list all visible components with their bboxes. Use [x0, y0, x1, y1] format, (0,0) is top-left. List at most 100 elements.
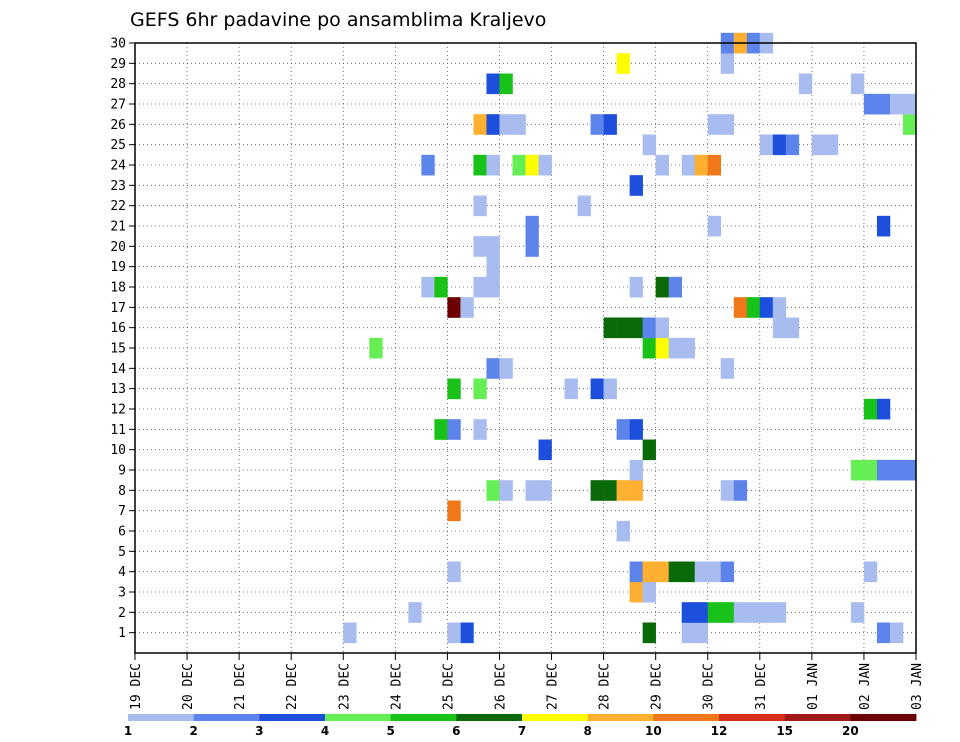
precip-cell — [759, 602, 774, 623]
y-tick-label: 4 — [118, 565, 126, 580]
precip-cell — [473, 276, 487, 298]
precip-cell — [707, 215, 722, 237]
precip-cell — [850, 602, 865, 623]
precip-cell — [642, 337, 656, 359]
precip-cell — [434, 419, 448, 440]
precip-cell — [499, 114, 513, 135]
y-tick-label: 22 — [110, 199, 126, 214]
precip-cell — [863, 459, 878, 481]
precip-cell — [681, 602, 696, 623]
y-tick-label: 25 — [110, 138, 126, 153]
precip-cell — [655, 337, 669, 359]
x-axis-ticks: 19 DEC 20 DEC 21 DEC 22 DEC 23 DEC 24 DEC 25 D… — [129, 653, 925, 710]
precip-cell — [447, 378, 461, 400]
precip-cell — [629, 581, 643, 603]
legend-label: 2 — [189, 724, 197, 738]
precip-cell — [603, 480, 617, 501]
legend-swatch — [325, 714, 392, 721]
precip-cell — [694, 622, 709, 644]
legend-swatch — [719, 714, 786, 721]
y-tick-label: 26 — [110, 118, 126, 133]
precip-cell — [785, 134, 800, 156]
precip-cell — [668, 561, 682, 583]
precip-cell — [577, 195, 591, 217]
x-tick-label: 24 DEC — [389, 663, 404, 710]
legend-label: 20 — [842, 724, 859, 738]
y-tick-label: 7 — [118, 504, 126, 519]
precip-cell — [642, 439, 656, 461]
precip-cell — [447, 561, 461, 583]
precip-cell — [486, 256, 500, 278]
precip-cell — [655, 154, 669, 176]
precip-cell — [499, 73, 513, 95]
precip-cell — [473, 419, 487, 440]
y-tick-label: 12 — [110, 403, 126, 418]
precip-cell — [720, 53, 735, 74]
precip-cell — [707, 114, 722, 135]
x-tick-label: 25 DEC — [441, 663, 456, 710]
y-tick-label: 10 — [110, 443, 126, 458]
precip-cell — [681, 561, 696, 583]
precip-cell — [525, 236, 539, 257]
precip-cell — [486, 114, 500, 135]
precip-cell — [486, 236, 500, 257]
precip-cell — [486, 73, 500, 95]
precip-cell — [681, 154, 696, 176]
legend-swatch — [784, 714, 851, 721]
legend-label: 10 — [645, 724, 662, 738]
precip-cell — [343, 622, 357, 644]
precip-cell — [876, 622, 891, 644]
y-tick-label: 5 — [118, 545, 126, 560]
precip-cell — [655, 561, 669, 583]
y-tick-label: 3 — [118, 586, 126, 601]
y-tick-label: 30 — [110, 37, 126, 52]
precip-cell — [655, 276, 669, 298]
y-tick-label: 9 — [118, 464, 126, 479]
precip-cell — [785, 317, 800, 339]
precip-cell — [590, 480, 604, 501]
precip-cell — [616, 480, 630, 501]
precip-cell — [434, 276, 448, 298]
precip-cell — [512, 154, 526, 176]
precip-cell — [720, 602, 735, 623]
legend-swatch — [128, 714, 195, 721]
precip-cell — [694, 154, 709, 176]
legend-swatch — [587, 714, 654, 721]
precip-cell — [369, 337, 383, 359]
legend-label: 7 — [518, 724, 526, 738]
x-tick-label: 31 DEC — [754, 663, 769, 710]
precip-cell — [590, 378, 604, 400]
precip-cell — [642, 561, 656, 583]
legend-label: 8 — [583, 724, 591, 738]
y-tick-label: 20 — [110, 240, 126, 255]
precip-cell — [460, 622, 474, 644]
precip-cells — [343, 32, 917, 644]
legend-label: 5 — [386, 724, 394, 738]
x-tick-label: 29 DEC — [650, 663, 665, 710]
precip-cell — [486, 358, 500, 379]
precip-cell — [499, 358, 513, 379]
y-tick-label: 28 — [110, 77, 126, 92]
precip-cell — [759, 134, 774, 156]
y-tick-label: 11 — [110, 423, 126, 438]
precip-cell — [525, 154, 539, 176]
x-tick-label: 23 DEC — [337, 663, 352, 710]
legend-label: 1 — [124, 724, 132, 738]
precip-cell — [486, 480, 500, 501]
precip-cell — [694, 602, 709, 623]
x-tick-label: 01 JAN — [806, 663, 821, 710]
precip-cell — [681, 337, 696, 359]
precip-cell — [889, 93, 904, 115]
precip-cell — [447, 500, 461, 522]
y-tick-label: 14 — [110, 362, 126, 377]
precip-cell — [642, 317, 656, 339]
precip-cell — [720, 561, 735, 583]
y-tick-label: 24 — [110, 159, 126, 174]
precip-cell — [642, 134, 656, 156]
legend-swatch — [522, 714, 589, 721]
precip-cell — [863, 93, 878, 115]
precip-cell — [720, 114, 735, 135]
y-tick-label: 15 — [110, 342, 126, 357]
precip-cell — [629, 419, 643, 440]
